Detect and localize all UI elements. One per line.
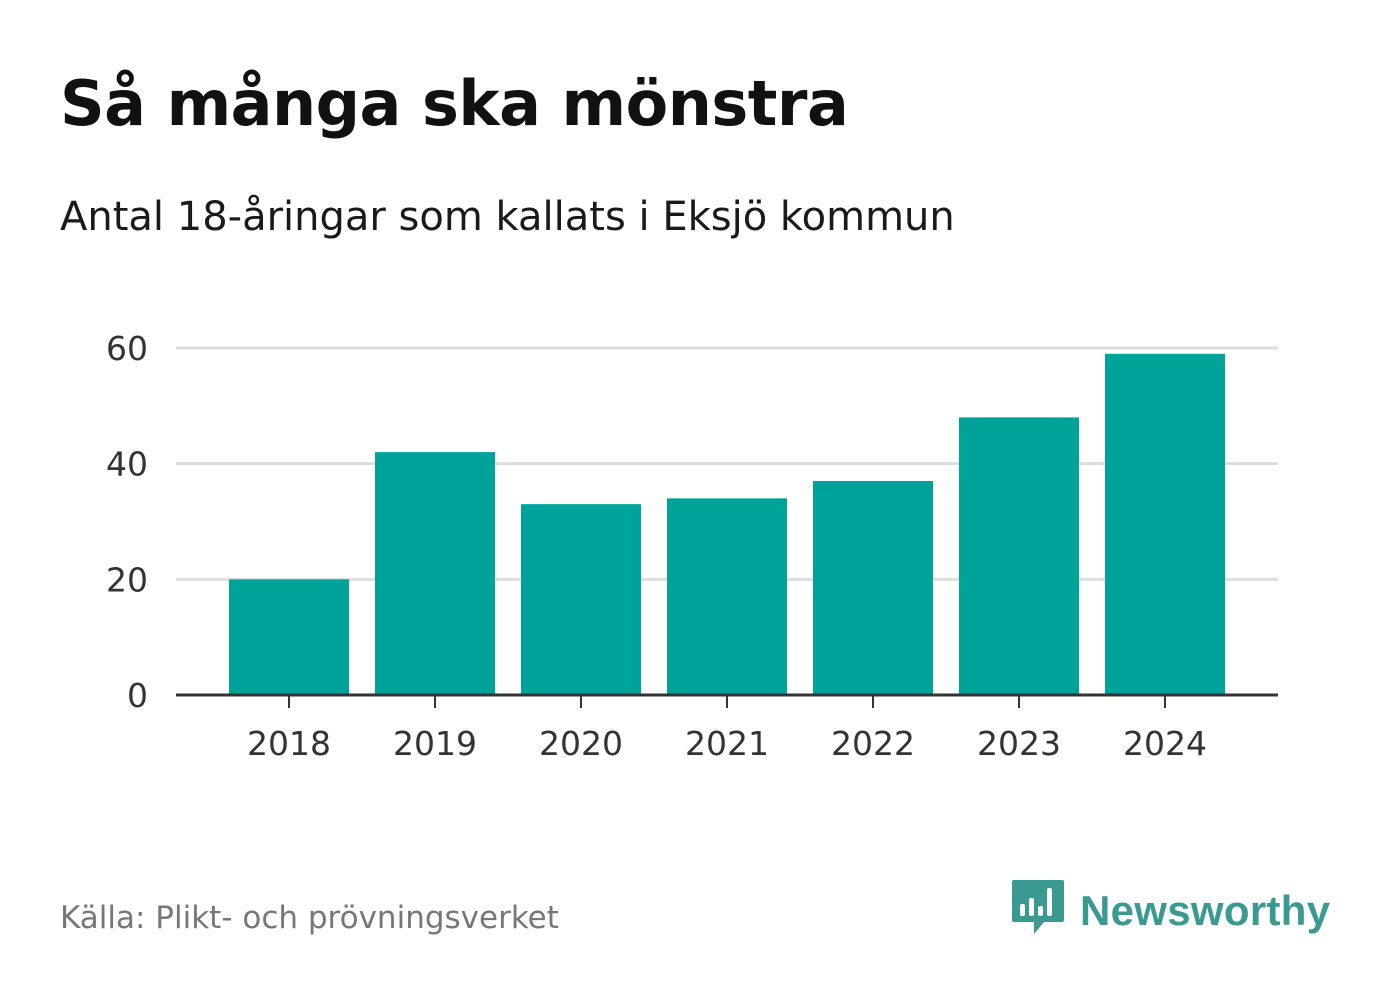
x-tick-label: 2024: [1123, 724, 1207, 763]
bar: [813, 481, 933, 695]
x-tick-label: 2021: [685, 724, 769, 763]
y-tick-label: 40: [106, 445, 148, 484]
bar: [959, 417, 1079, 695]
x-tick-label: 2022: [831, 724, 915, 763]
y-tick-label: 20: [106, 560, 148, 599]
brand-name: Newsworthy: [1080, 887, 1331, 934]
chart-subtitle: Antal 18-åringar som kallats i Eksjö kom…: [60, 194, 955, 240]
x-tick-label: 2019: [393, 724, 477, 763]
axes: [176, 693, 1278, 708]
bar: [375, 452, 495, 695]
y-tick-label: 60: [106, 329, 148, 368]
tick-labels: 0 20 40 60 2018 2019 2020 2021 2022 2023 2024: [106, 329, 1207, 763]
brand-logo[interactable]: Newsworthy: [1010, 878, 1330, 944]
bar: [667, 498, 787, 695]
bars: [229, 353, 1225, 695]
x-tick-label: 2018: [247, 724, 331, 763]
x-tick-label: 2023: [977, 724, 1061, 763]
newsworthy-logo-icon: [1010, 878, 1066, 944]
bar: [229, 579, 349, 695]
chart-title: Så många ska mönstra: [60, 67, 849, 140]
bar-chart: 0 20 40 60 2018 2019 2020 2021 2022 2023 2024: [106, 329, 1278, 763]
y-tick-label: 0: [127, 676, 148, 715]
source-note: Källa: Plikt- och prövningsverket: [60, 900, 559, 936]
bar: [1105, 353, 1225, 695]
bar: [521, 504, 641, 695]
x-tick-label: 2020: [539, 724, 623, 763]
